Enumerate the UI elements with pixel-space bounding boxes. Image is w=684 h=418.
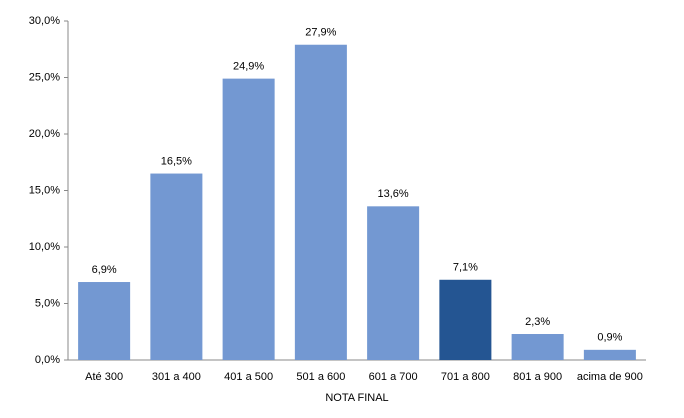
value-label: 0,9%	[597, 332, 622, 344]
y-tick-label: 15,0%	[29, 184, 60, 196]
x-tick-label: Até 300	[85, 371, 123, 383]
value-label: 27,9%	[305, 27, 336, 39]
x-tick-label: 301 a 400	[152, 371, 201, 383]
x-tick-label: 801 a 900	[513, 371, 562, 383]
value-label: 24,9%	[233, 61, 264, 73]
value-label: 16,5%	[161, 155, 192, 167]
x-tick-label: 701 a 800	[441, 371, 490, 383]
x-tick-label: 501 a 600	[296, 371, 345, 383]
bar	[367, 206, 420, 360]
bar	[439, 279, 492, 360]
bar	[222, 78, 275, 360]
bar	[583, 349, 636, 360]
x-tick-label: acima de 900	[577, 371, 643, 383]
y-tick-label: 25,0%	[29, 71, 60, 83]
value-label: 7,1%	[453, 262, 478, 274]
bar	[150, 173, 203, 360]
y-tick-label: 20,0%	[29, 128, 60, 140]
x-tick-label: 401 a 500	[224, 371, 273, 383]
y-tick-label: 30,0%	[29, 15, 60, 27]
y-tick-label: 10,0%	[29, 241, 60, 253]
bar	[294, 44, 347, 360]
y-tick-label: 5,0%	[35, 297, 60, 309]
x-tick-label: 601 a 700	[369, 371, 418, 383]
x-axis-title: NOTA FINAL	[325, 392, 388, 404]
value-label: 2,3%	[525, 316, 550, 328]
bar	[511, 334, 564, 360]
bar	[78, 282, 131, 360]
value-label: 13,6%	[378, 188, 409, 200]
value-label: 6,9%	[92, 264, 117, 276]
y-tick-label: 0,0%	[35, 354, 60, 366]
